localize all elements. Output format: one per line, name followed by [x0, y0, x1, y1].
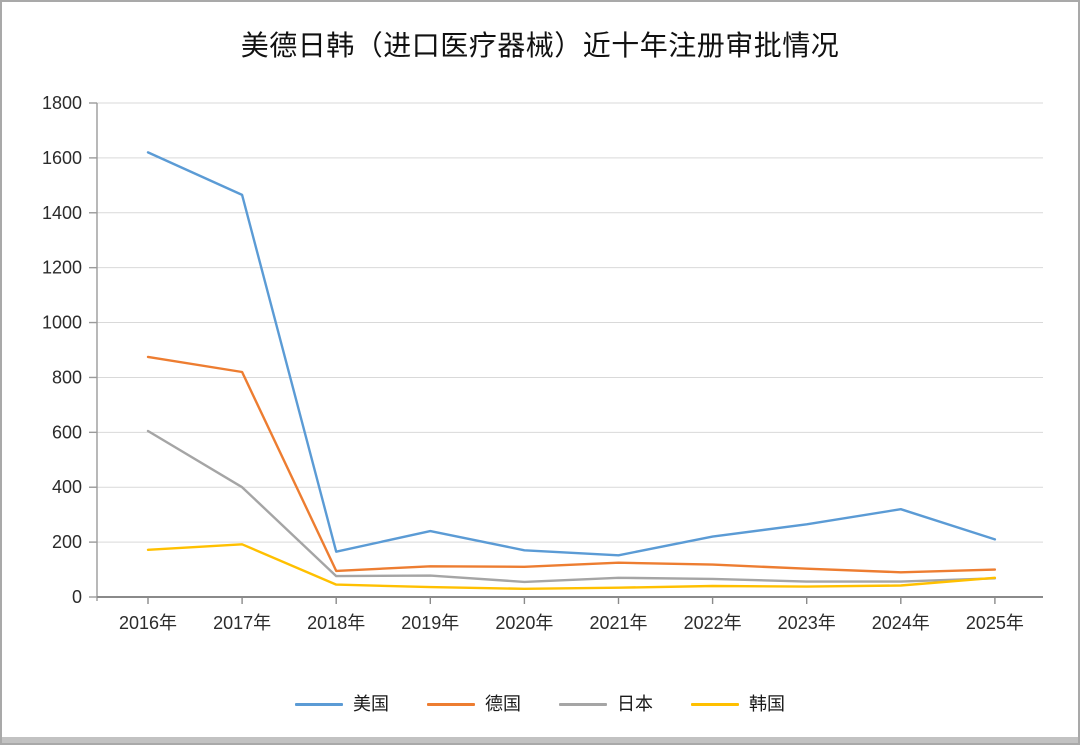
legend-item-2: 日本	[559, 695, 653, 713]
x-tick-label: 2021年	[589, 613, 647, 633]
legend-label: 德国	[485, 694, 521, 714]
x-tick-label: 2017年	[213, 613, 271, 633]
legend-line-swatch	[559, 702, 607, 706]
legend-item-0: 美国	[295, 695, 389, 713]
legend-label: 日本	[617, 694, 653, 714]
x-tick-label: 2025年	[966, 613, 1024, 633]
y-tick-label: 0	[72, 587, 82, 607]
legend-label: 韩国	[749, 694, 785, 714]
y-tick-label: 1200	[42, 258, 82, 278]
bottom-edge-bar	[2, 737, 1078, 743]
legend-item-1: 德国	[427, 695, 521, 713]
y-tick-label: 200	[52, 532, 82, 552]
x-tick-label: 2016年	[119, 613, 177, 633]
chart-legend: 美国 德国 日本 韩国	[2, 695, 1078, 713]
series-line-2	[146, 429, 997, 584]
x-tick-label: 2022年	[684, 613, 742, 633]
legend-line-swatch	[295, 702, 343, 706]
legend-line-swatch	[691, 702, 739, 706]
y-tick-label: 400	[52, 477, 82, 497]
y-tick-label: 1800	[42, 93, 82, 113]
y-tick-label: 800	[52, 367, 82, 387]
series-line-0	[146, 151, 997, 557]
series-line-1	[146, 355, 997, 574]
legend-item-3: 韩国	[691, 695, 785, 713]
x-tick-label: 2019年	[401, 613, 459, 633]
y-tick-label: 1400	[42, 203, 82, 223]
chart-title: 美德日韩（进口医疗器械）近十年注册审批情况	[240, 30, 840, 61]
series-line-3	[146, 543, 997, 590]
y-tick-label: 600	[52, 422, 82, 442]
x-tick-label: 2018年	[307, 613, 365, 633]
y-tick-label: 1600	[42, 148, 82, 168]
legend-line-swatch	[427, 702, 475, 706]
x-tick-label: 2023年	[778, 613, 836, 633]
x-tick-label: 2024年	[872, 613, 930, 633]
legend-label: 美国	[353, 694, 389, 714]
y-tick-label: 1000	[42, 313, 82, 333]
x-tick-label: 2020年	[495, 613, 553, 633]
